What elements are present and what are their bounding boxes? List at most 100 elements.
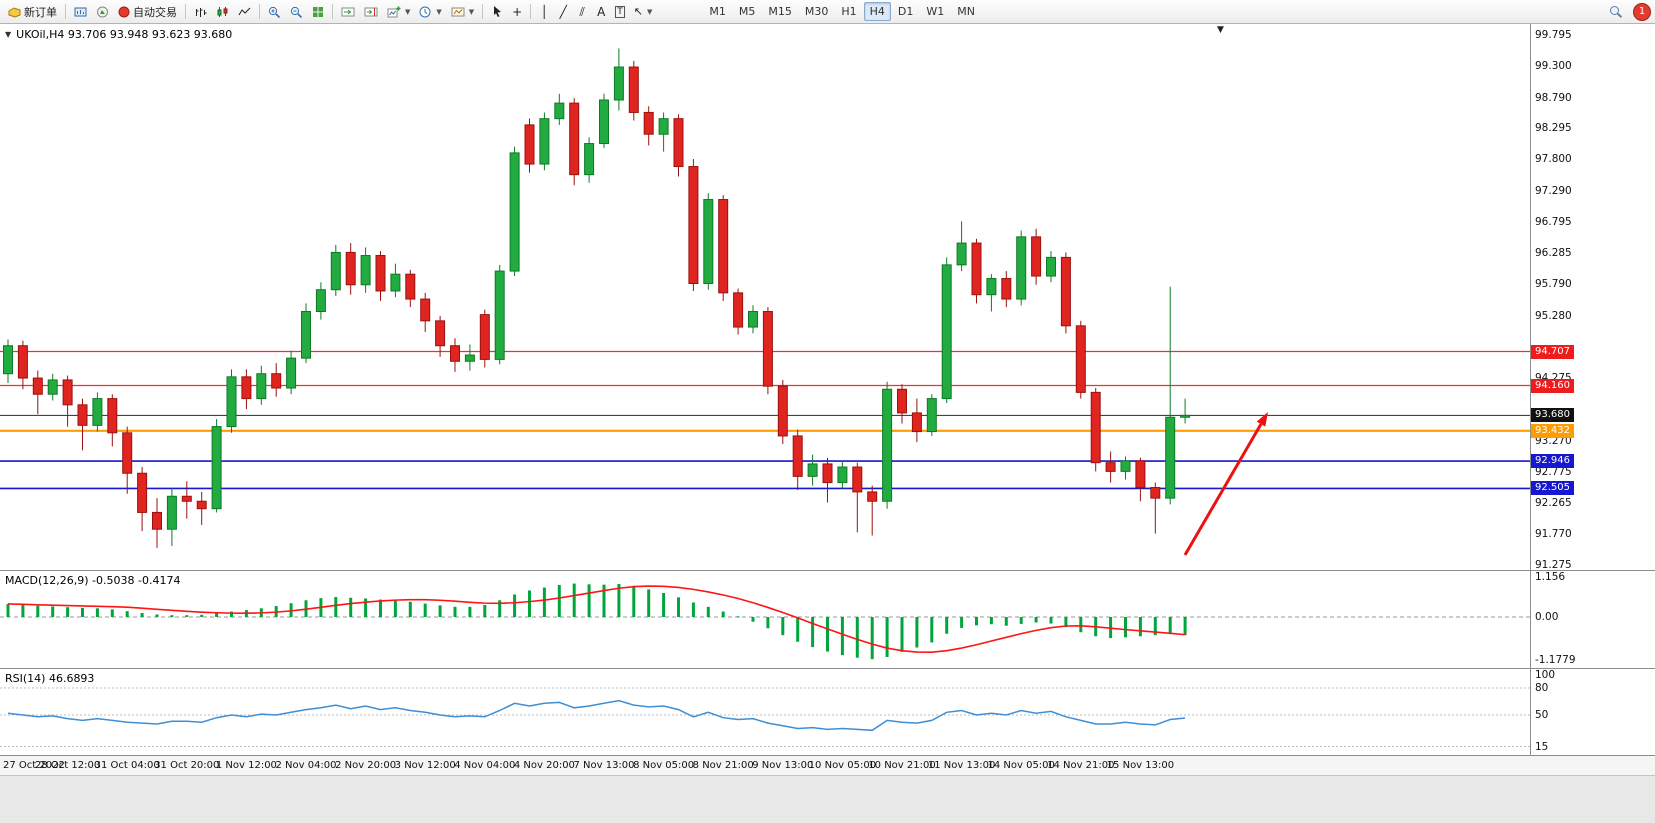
- new-chart-button[interactable]: ▼: [383, 2, 414, 22]
- dropdown-caret-icon: ▼: [405, 7, 411, 16]
- rsi-tick: 15: [1535, 740, 1549, 753]
- time-label: 1 Nov 12:00: [215, 760, 277, 771]
- price-tick: 96.795: [1535, 215, 1572, 228]
- rsi-line: [7, 699, 1186, 732]
- charts-icon: [74, 7, 87, 16]
- rsi-chart[interactable]: [0, 669, 1530, 755]
- vertical-line-button[interactable]: │: [535, 2, 553, 22]
- text-label-icon: T: [615, 5, 625, 18]
- price-line-label[interactable]: 92.505: [1531, 481, 1574, 496]
- zoom-out-button[interactable]: [286, 2, 307, 22]
- rsi-panel[interactable]: RSI(14) 46.6893 100 80 50 15: [0, 668, 1655, 755]
- chart-window: ▼ UKOil,H4 93.706 93.948 93.623 93.680 ▼…: [0, 24, 1655, 823]
- tab-timeframe-m15[interactable]: M15: [762, 2, 798, 21]
- search-button[interactable]: [1605, 2, 1627, 22]
- tab-timeframe-mn[interactable]: MN: [951, 2, 981, 21]
- templates-icon: [451, 7, 465, 16]
- clock-icon: [419, 6, 431, 17]
- bar-chart-button[interactable]: [190, 2, 211, 22]
- autotrade-button[interactable]: 自动交易: [114, 2, 181, 22]
- collapse-triangle-icon[interactable]: ▼: [5, 30, 12, 39]
- tab-timeframe-m1[interactable]: M1: [703, 2, 732, 21]
- new-order-label: 新订单: [24, 5, 57, 19]
- time-axis[interactable]: 27 Oct 2022 28 Oct 12:00 31 Oct 04:00 31 Oc…: [0, 755, 1655, 775]
- price-tick: 91.275: [1535, 559, 1572, 571]
- zoom-in-icon: [268, 6, 281, 18]
- templates-button[interactable]: ▼: [447, 2, 478, 22]
- price-tick: 95.280: [1535, 309, 1572, 322]
- cursor-icon: [494, 6, 502, 17]
- zoom-in-button[interactable]: [264, 2, 285, 22]
- autotrade-label: 自动交易: [133, 5, 177, 19]
- tab-timeframe-m5[interactable]: M5: [733, 2, 762, 21]
- timeframe-toolbar: M1 M5 M15 M30 H1 H4 D1 W1 MN: [703, 2, 981, 21]
- dropdown-caret-icon: ▼: [646, 7, 653, 16]
- trendline-button[interactable]: ╱: [554, 2, 572, 22]
- shapes-button[interactable]: ↖ ▼: [630, 2, 657, 22]
- price-line-label[interactable]: 94.707: [1531, 344, 1574, 359]
- tab-timeframe-h1[interactable]: H1: [835, 2, 862, 21]
- periods-button[interactable]: ▼: [415, 2, 445, 22]
- time-label: 31 Oct 04:00: [94, 760, 160, 771]
- candles-layer: [3, 48, 1191, 548]
- crosshair-button[interactable]: +: [508, 2, 526, 22]
- time-label: 4 Nov 20:00: [513, 760, 575, 771]
- bar-chart-icon: [196, 7, 207, 17]
- toolbar-separator: [332, 4, 333, 19]
- price-line-label[interactable]: 93.432: [1531, 423, 1574, 438]
- line-chart-icon: [238, 7, 251, 15]
- time-label: 4 Nov 04:00: [454, 760, 516, 771]
- charts-button[interactable]: [70, 2, 91, 22]
- main-chart-panel[interactable]: ▼ UKOil,H4 93.706 93.948 93.623 93.680 ▼…: [0, 24, 1655, 571]
- macd-chart[interactable]: [0, 571, 1530, 668]
- macd-tick: 0.00: [1535, 611, 1559, 623]
- price-line-label[interactable]: 93.680: [1531, 408, 1574, 423]
- price-line-label[interactable]: 92.946: [1531, 454, 1574, 469]
- price-tick: 98.790: [1535, 91, 1572, 104]
- toolbar-separator: [259, 4, 260, 19]
- toolbar: 新订单 自动交易 ▼ ▼ ▼: [0, 0, 1655, 24]
- new-order-button[interactable]: 新订单: [4, 2, 61, 22]
- price-line-label[interactable]: 94.160: [1531, 378, 1574, 393]
- price-tick: 98.295: [1535, 122, 1572, 135]
- tab-timeframe-w1[interactable]: W1: [920, 2, 950, 21]
- text-label-button[interactable]: T: [611, 2, 629, 22]
- price-tick: 97.800: [1535, 153, 1572, 166]
- autoscroll-icon: [341, 7, 355, 16]
- dropdown-caret-icon: ▼: [436, 7, 442, 16]
- tile-windows-button[interactable]: [308, 2, 328, 22]
- hlines-layer[interactable]: [0, 350, 1530, 490]
- time-label: 14 Nov 05:00: [987, 760, 1055, 771]
- navigator-icon: [97, 6, 108, 17]
- chart-shift-button[interactable]: [360, 2, 382, 22]
- notification-badge[interactable]: 1: [1633, 2, 1651, 21]
- price-tick: 95.790: [1535, 278, 1572, 291]
- candlestick-chart[interactable]: [0, 24, 1530, 570]
- candlestick-chart-icon: [217, 6, 228, 17]
- macd-panel[interactable]: MACD(12,26,9) -0.5038 -0.4174 1.156 0.00 -…: [0, 570, 1655, 668]
- time-label: 15 Nov 13:00: [1106, 760, 1175, 771]
- price-tick: 99.795: [1535, 29, 1572, 41]
- new-order-icon: [8, 6, 21, 18]
- navigator-button[interactable]: [92, 2, 113, 22]
- tab-timeframe-m30[interactable]: M30: [799, 2, 835, 21]
- price-tick: 92.775: [1535, 465, 1572, 478]
- time-label: 27 Oct 2022: [3, 760, 65, 771]
- cursor-button[interactable]: [487, 2, 507, 22]
- chart-shift-marker[interactable]: ▼: [1217, 25, 1224, 35]
- rsi-label: RSI(14) 46.6893: [5, 672, 95, 685]
- price-tick: 91.770: [1535, 528, 1572, 541]
- tab-timeframe-d1[interactable]: D1: [892, 2, 919, 21]
- line-chart-button[interactable]: [234, 2, 255, 22]
- text-button[interactable]: A: [592, 2, 610, 22]
- autoscroll-button[interactable]: [337, 2, 359, 22]
- macd-signal-line: [7, 585, 1186, 653]
- tab-timeframe-h4[interactable]: H4: [863, 2, 891, 21]
- arrow-annotation[interactable]: [1183, 412, 1268, 556]
- price-tick: 96.285: [1535, 247, 1572, 260]
- price-tick: 99.300: [1535, 59, 1572, 72]
- zoom-out-icon: [290, 6, 303, 18]
- candlestick-chart-button[interactable]: [212, 2, 233, 22]
- time-label: 2 Nov 04:00: [275, 760, 337, 771]
- channel-button[interactable]: ⫽: [573, 2, 591, 22]
